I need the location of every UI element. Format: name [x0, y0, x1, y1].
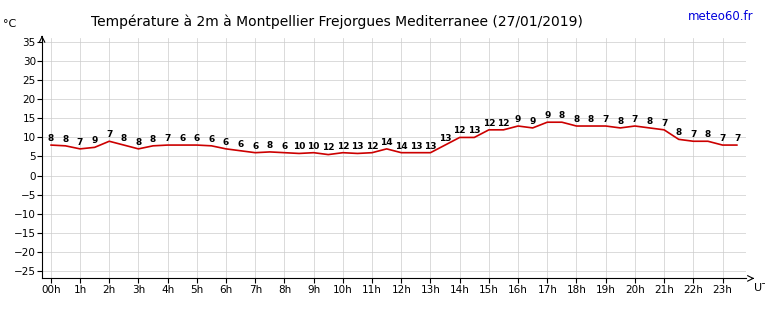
Text: 12: 12 [337, 141, 349, 151]
Text: 14: 14 [395, 141, 408, 151]
Text: 8: 8 [135, 138, 142, 147]
Text: 10: 10 [293, 142, 305, 151]
Text: 9: 9 [92, 136, 98, 145]
Text: 7: 7 [661, 119, 667, 128]
Text: 12: 12 [366, 141, 379, 151]
Text: 7: 7 [106, 130, 112, 139]
Text: 8: 8 [646, 117, 653, 126]
Text: 7: 7 [632, 115, 638, 124]
Text: UTC: UTC [754, 283, 765, 293]
Text: 8: 8 [588, 115, 594, 124]
Text: 8: 8 [675, 128, 682, 137]
Text: 7: 7 [164, 134, 171, 143]
Text: 6: 6 [282, 141, 288, 151]
Text: 13: 13 [409, 141, 422, 151]
Text: 8: 8 [121, 134, 127, 143]
Text: 6: 6 [179, 134, 185, 143]
Text: 7: 7 [603, 115, 609, 124]
Text: Température à 2m à Montpellier Frejorgues Mediterranee (27/01/2019): Température à 2m à Montpellier Frejorgue… [91, 14, 583, 29]
Text: 8: 8 [267, 141, 273, 150]
Text: 6: 6 [208, 135, 214, 144]
Text: 14: 14 [380, 138, 393, 147]
Text: 13: 13 [425, 141, 437, 151]
Text: 7: 7 [690, 130, 696, 139]
Text: 8: 8 [62, 135, 69, 144]
Text: 12: 12 [454, 126, 466, 135]
Text: 6: 6 [223, 138, 230, 147]
Text: 8: 8 [150, 135, 156, 144]
Text: 7: 7 [734, 134, 741, 143]
Text: 13: 13 [351, 142, 363, 151]
Text: 8: 8 [574, 115, 580, 124]
Text: 8: 8 [47, 134, 54, 143]
Text: 9: 9 [544, 111, 551, 120]
Text: meteo60.fr: meteo60.fr [688, 10, 754, 23]
Text: 7: 7 [719, 134, 726, 143]
Text: 12: 12 [483, 119, 495, 128]
Text: 12: 12 [497, 119, 509, 128]
Text: 9: 9 [529, 117, 536, 126]
Text: 8: 8 [558, 111, 565, 120]
Text: 9: 9 [515, 115, 521, 124]
Text: 6: 6 [194, 134, 200, 143]
Text: 13: 13 [468, 126, 480, 135]
Text: 6: 6 [252, 141, 259, 151]
Text: 7: 7 [76, 138, 83, 147]
Text: 8: 8 [617, 117, 623, 126]
Text: 12: 12 [322, 143, 334, 153]
Text: 10: 10 [308, 141, 320, 151]
Text: 6: 6 [238, 140, 244, 149]
Text: 8: 8 [705, 130, 711, 139]
Text: 13: 13 [439, 134, 451, 143]
Text: °C: °C [3, 19, 17, 29]
